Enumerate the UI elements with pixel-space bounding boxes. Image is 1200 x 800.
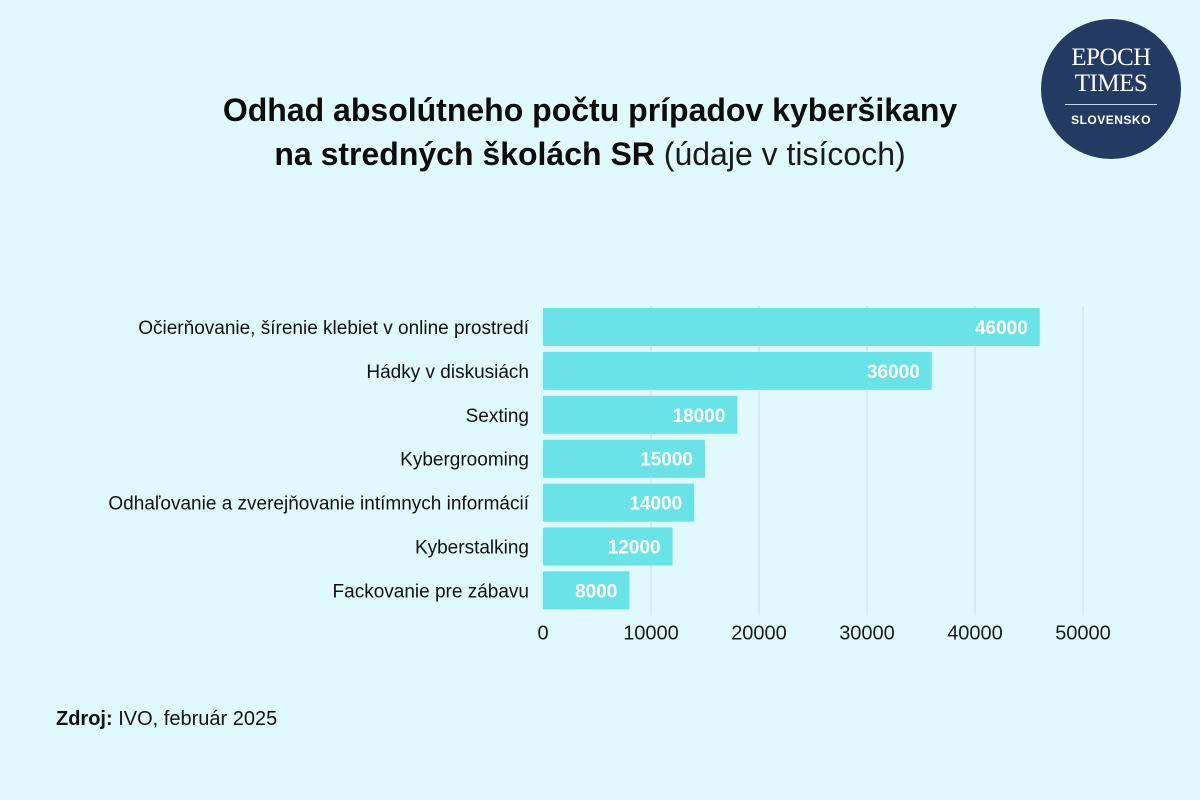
bar-value-label: 14000 <box>629 494 682 515</box>
chart-title-line2: na stredných školách SR (údaje v tisícoc… <box>120 132 1060 176</box>
bar <box>543 395 738 434</box>
x-tick-label: 50000 <box>1055 622 1111 644</box>
category-label: Fackovanie pre zábavu <box>333 581 529 602</box>
bar-value-label: 8000 <box>575 581 617 602</box>
logo-line3: SLOVENSKO <box>1071 113 1151 127</box>
bar-value-label: 46000 <box>975 318 1028 339</box>
logo-line1: EPOCH <box>1071 44 1151 71</box>
chart-title-line1: Odhad absolútneho počtu prípadov kyberši… <box>222 92 958 128</box>
category-label: Hádky v diskusiách <box>366 362 529 383</box>
bar <box>543 308 1040 346</box>
category-label: Kybergrooming <box>400 450 529 471</box>
chart-title-line2-bold: na stredných školách SR <box>274 136 655 172</box>
bar <box>543 351 932 390</box>
bar-value-label: 36000 <box>867 362 920 383</box>
epoch-times-logo: EPOCH TIMES SLOVENSKO <box>1041 19 1181 159</box>
x-tick-label: 30000 <box>839 622 895 644</box>
category-label: Kyberstalking <box>415 538 529 559</box>
bar <box>543 483 695 522</box>
bar-value-label: 15000 <box>640 450 693 471</box>
source-note: Zdroj: IVO, február 2025 <box>56 708 277 731</box>
source-label: Zdroj: <box>56 708 113 730</box>
category-label: Odhaľovanie a zverejňovanie intímnych in… <box>108 494 529 515</box>
bar-value-label: 18000 <box>673 406 726 427</box>
chart-title-unit: (údaje v tisícoch) <box>654 136 906 172</box>
x-tick-label: 40000 <box>947 622 1003 644</box>
logo-line2: TIMES <box>1074 70 1148 97</box>
bar <box>543 571 630 610</box>
bar-value-label: 12000 <box>608 538 661 559</box>
bar <box>543 527 673 566</box>
bar <box>543 439 705 478</box>
x-tick-label: 10000 <box>623 622 679 644</box>
category-label: Očierňovanie, šírenie klebiet v online p… <box>138 318 529 339</box>
x-tick-label: 0 <box>537 622 548 644</box>
category-label: Sexting <box>466 406 529 427</box>
source-text: IVO, február 2025 <box>112 708 278 730</box>
chart-title: Odhad absolútneho počtu prípadov kyberši… <box>120 88 1060 176</box>
x-tick-label: 20000 <box>731 622 787 644</box>
logo-divider <box>1065 104 1157 105</box>
